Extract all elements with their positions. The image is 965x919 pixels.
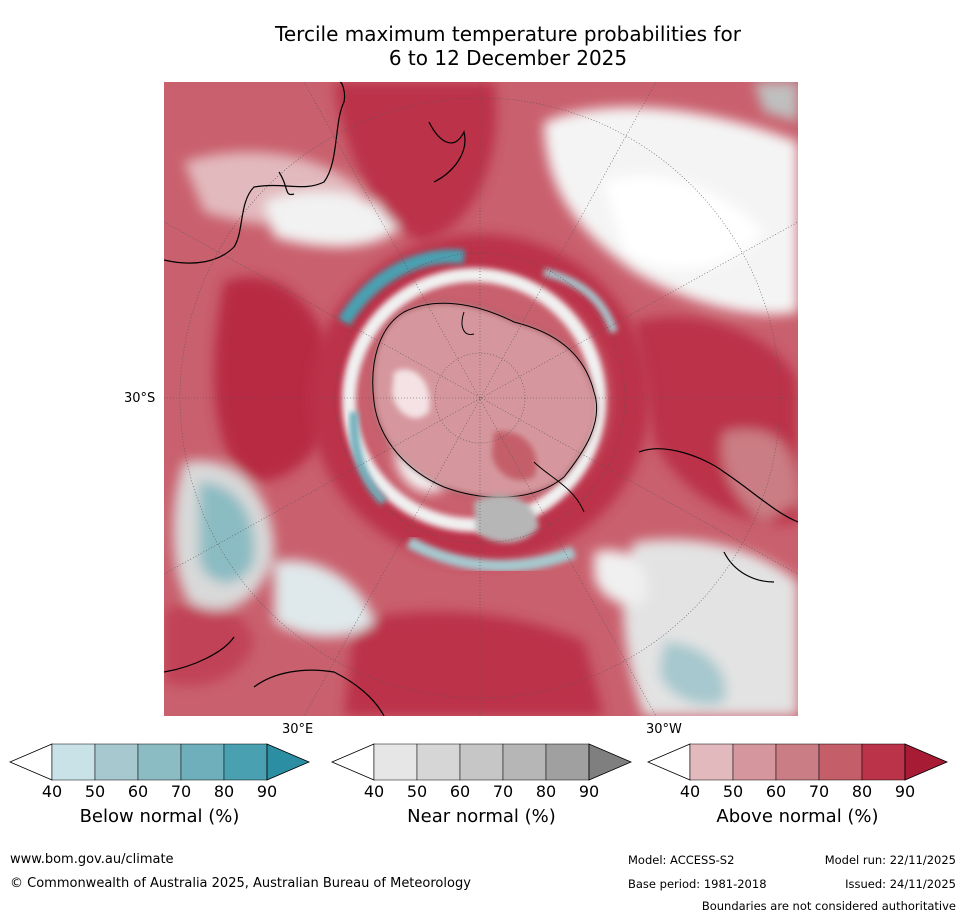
colorbar-near-segment [416, 743, 461, 781]
colorbar-near-svg [330, 743, 633, 781]
colorbar-above-segment [732, 743, 777, 781]
colorbar-above-segment [775, 743, 820, 781]
colorbar-above-tick: 90 [894, 782, 916, 801]
colorbar-above-label: Above normal (%) [716, 806, 879, 827]
colorbar-below-tick: 70 [170, 782, 192, 801]
copyright-text: © Commonwealth of Australia 2025, Austra… [10, 876, 471, 891]
colorbar-above-low-extend [646, 743, 691, 781]
model-run-text: Model run: 22/11/2025 [824, 853, 956, 867]
website-link[interactable]: www.bom.gov.au/climate [10, 852, 174, 867]
colorbar-near-tick: 40 [363, 782, 385, 801]
lon-label-30w: 30°W [646, 722, 682, 737]
colorbar-near-label: Near normal (%) [407, 806, 556, 827]
colorbar-above-svg [646, 743, 949, 781]
base-period-text: Base period: 1981-2018 [628, 877, 767, 891]
title-line-2: 6 to 12 December 2025 [388, 46, 628, 70]
colorbar-below-tick: 90 [256, 782, 278, 801]
colorbar-below-tick: 40 [41, 782, 63, 801]
probability-map [164, 82, 798, 716]
colorbar-above-tick: 80 [851, 782, 873, 801]
colorbar-above-tick: 40 [679, 782, 701, 801]
colorbar-near-segment [459, 743, 504, 781]
probability-patches [164, 82, 798, 716]
colorbar-above-tick: 60 [765, 782, 787, 801]
colorbar-below-low-extend [8, 743, 53, 781]
colorbar-above-tick: 50 [722, 782, 744, 801]
colorbar-below-label: Below normal (%) [79, 806, 240, 827]
lon-label-30e: 30°E [282, 722, 314, 737]
coastlines [164, 82, 798, 716]
colorbar-above-segment [689, 743, 734, 781]
colorbar-near-tick: 80 [535, 782, 557, 801]
map-title: Tercile maximum temperature probabilitie… [160, 22, 856, 70]
colorbar-near-tick: 60 [449, 782, 471, 801]
colorbar-near-tick: 90 [578, 782, 600, 801]
colorbar-below-tick: 80 [213, 782, 235, 801]
colorbar-below-high-extend [266, 743, 311, 781]
colorbar-near-tick: 70 [492, 782, 514, 801]
colorbar-above [646, 743, 949, 781]
title-line-1: Tercile maximum temperature probabilitie… [275, 22, 741, 46]
colorbar-near [330, 743, 633, 781]
colorbar-near-segment [502, 743, 547, 781]
colorbar-near-segment [545, 743, 590, 781]
colorbar-above-high-extend [904, 743, 949, 781]
colorbar-below-tick: 60 [127, 782, 149, 801]
colorbar-above-tick: 70 [808, 782, 830, 801]
colorbar-below-segment [94, 743, 139, 781]
disclaimer-text: Boundaries are not considered authoritat… [701, 899, 956, 913]
colorbar-below-segment [51, 743, 96, 781]
colorbar-below-segment [223, 743, 268, 781]
colorbar-near-high-extend [588, 743, 633, 781]
issued-text: Issued: 24/11/2025 [845, 877, 956, 891]
model-text: Model: ACCESS-S2 [628, 853, 735, 867]
colorbar-above-segment [861, 743, 906, 781]
lat-label-30s: 30°S [124, 391, 156, 406]
grey-patch [474, 495, 539, 543]
graticule [164, 82, 798, 716]
colorbar-below [8, 743, 311, 781]
colorbar-below-tick: 50 [84, 782, 106, 801]
colorbar-below-segment [137, 743, 182, 781]
colorbar-near-tick: 50 [406, 782, 428, 801]
colorbar-near-low-extend [330, 743, 375, 781]
colorbar-above-segment [818, 743, 863, 781]
map-canvas [164, 82, 798, 716]
colorbar-near-segment [373, 743, 418, 781]
colorbar-below-segment [180, 743, 225, 781]
colorbar-below-svg [8, 743, 311, 781]
